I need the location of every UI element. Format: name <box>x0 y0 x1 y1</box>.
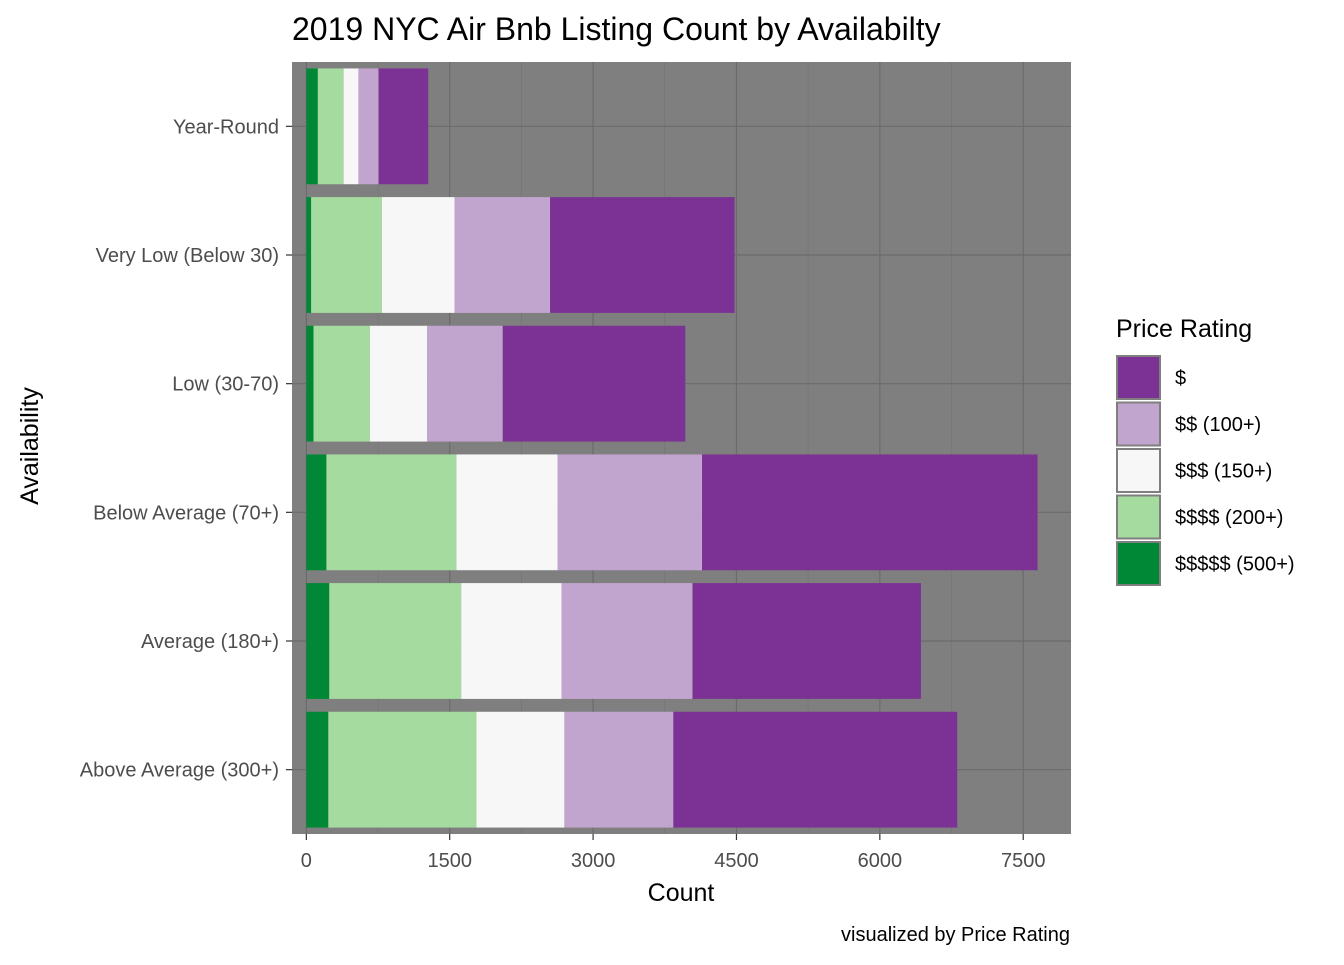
bar-segment <box>313 325 370 442</box>
bar-segment <box>702 454 1038 571</box>
bars <box>306 68 1038 828</box>
x-axis-title: Count <box>648 879 715 907</box>
bar-segment <box>358 68 379 185</box>
legend-key <box>1116 541 1161 586</box>
legend-label: $$ (100+) <box>1175 414 1261 436</box>
legend-label: $$$ (150+) <box>1175 461 1272 483</box>
bar-segment <box>673 711 958 828</box>
y-tick-label: Very Low (Below 30) <box>96 245 279 267</box>
y-tick-label: Above Average (300+) <box>80 760 279 782</box>
bar-segment <box>328 711 477 828</box>
bar-segment <box>306 583 330 699</box>
bar-segment <box>550 197 735 313</box>
x-tick-label: 4500 <box>714 850 759 872</box>
x-tick-label: 6000 <box>858 850 903 872</box>
legend-title: Price Rating <box>1116 315 1252 343</box>
bar-segment <box>317 68 344 185</box>
bar-segment <box>427 325 503 442</box>
bar-segment <box>561 583 693 699</box>
bar-segment <box>476 711 565 828</box>
legend-label: $ <box>1175 368 1186 390</box>
bar-segment <box>378 68 429 185</box>
legend-label: $$$$ (200+) <box>1175 507 1283 529</box>
y-tick-label: Low (30-70) <box>172 374 279 396</box>
x-tick-label: 1500 <box>427 850 472 872</box>
bar-segment <box>456 454 558 571</box>
bar-segment <box>564 711 674 828</box>
chart-caption: visualized by Price Rating <box>841 924 1070 946</box>
x-tick-label: 3000 <box>571 850 616 872</box>
bar-segment <box>306 325 314 442</box>
y-tick-label: Year-Round <box>173 116 279 138</box>
bar-segment <box>502 325 686 442</box>
legend-label: $$$$$ (500+) <box>1175 554 1295 576</box>
bar-segment <box>381 197 455 313</box>
legend-key <box>1116 494 1161 540</box>
bar-segment <box>306 454 327 571</box>
chart-title: 2019 NYC Air Bnb Listing Count by Availa… <box>292 11 941 47</box>
bar-segment <box>311 197 382 313</box>
bar-segment <box>369 325 428 442</box>
bar-segment <box>306 197 312 313</box>
legend-key <box>1116 401 1161 447</box>
bar-segment <box>461 583 562 699</box>
bar-segment <box>326 454 457 571</box>
bar-segment <box>343 68 359 185</box>
bar-segment <box>454 197 551 313</box>
legend: Price Rating $ $$ (100+) $$$ (150+) $$$$ (2… <box>1116 315 1295 586</box>
legend-key <box>1116 355 1161 400</box>
bar-segment <box>329 583 462 699</box>
bar-segment <box>306 68 318 185</box>
bar-segment <box>557 454 703 571</box>
bar-segment <box>306 711 329 828</box>
plot-panel <box>292 62 1071 834</box>
legend-key <box>1116 448 1161 493</box>
y-tick-label: Average (180+) <box>141 631 279 653</box>
x-axis-ticks: 0 1500 3000 4500 6000 7500 <box>301 834 1046 872</box>
x-tick-label: 0 <box>301 850 312 872</box>
y-tick-label: Below Average (70+) <box>93 502 279 524</box>
bar-segment <box>692 583 921 699</box>
x-tick-label: 7500 <box>1001 850 1046 872</box>
y-axis-title: Availability <box>16 387 44 505</box>
y-axis-ticks: Year-Round Very Low (Below 30) Low (30-70)… <box>80 116 292 782</box>
